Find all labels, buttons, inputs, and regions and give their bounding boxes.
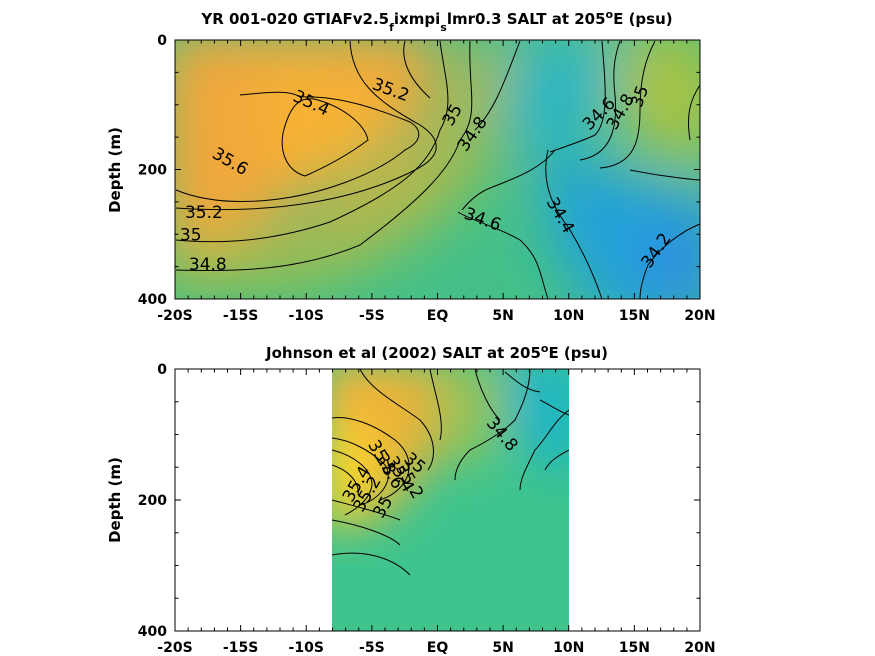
- x-tick-label: -15S: [223, 640, 258, 656]
- x-tick-label: -5S: [359, 308, 385, 324]
- contour-35-right-b: [629, 169, 701, 181]
- x-tick-label: -20S: [157, 308, 192, 324]
- contour-35.6: [281, 98, 369, 177]
- y-tick-label: 200: [138, 163, 167, 179]
- b-contour-8: [332, 552, 411, 576]
- x-tick-label: -10S: [289, 640, 324, 656]
- x-tick-label: 5N: [492, 308, 513, 324]
- b-contour-10: [474, 369, 501, 421]
- b-contour-11: [454, 369, 531, 481]
- x-tick-label: -10S: [289, 308, 324, 324]
- contour-34.8: [175, 40, 473, 272]
- x-tick-label: -20S: [157, 640, 192, 656]
- x-tick-label: EQ: [427, 640, 449, 656]
- b-contour-6: [332, 499, 401, 521]
- contour-label: 34.8: [189, 255, 227, 275]
- contour-34.8-b: [474, 40, 521, 131]
- b-contour-4: [332, 449, 373, 516]
- y-tick-label: 0: [157, 362, 167, 378]
- b-contour-13: [544, 449, 569, 471]
- bottom-panel: Johnson et al (2002) SALT at 205oE (psu): [106, 342, 716, 656]
- contour-right-edge: [687, 84, 701, 141]
- top-y-axis-label: Depth (m): [106, 127, 124, 213]
- x-tick-label: 10N: [553, 640, 584, 656]
- contour-34.4: [545, 149, 603, 300]
- bottom-title: Johnson et al (2002) SALT at 205oE (psu): [265, 342, 608, 362]
- contour-34.2: [639, 223, 701, 300]
- top-field: [175, 40, 700, 299]
- contour-label: 35.2: [185, 203, 223, 223]
- contour-34.8-right: [579, 40, 621, 161]
- x-tick-label: 20N: [684, 640, 715, 656]
- x-tick-label: -15S: [223, 308, 258, 324]
- bottom-contours: [332, 369, 569, 576]
- contour-35: [175, 40, 449, 243]
- x-tick-label: 20N: [684, 308, 715, 324]
- b-contour-3: [332, 437, 389, 506]
- x-tick-label: 5N: [492, 640, 513, 656]
- x-tick-label: 15N: [619, 308, 650, 324]
- x-tick-label: 15N: [619, 640, 650, 656]
- y-tick-label: 0: [157, 33, 167, 49]
- b-contour-9: [429, 369, 442, 441]
- contour-label: 35: [180, 226, 202, 246]
- y-tick-label: 400: [138, 624, 167, 640]
- contour-35.2-b: [403, 40, 431, 99]
- x-tick-label: 10N: [553, 308, 584, 324]
- b-contour-15: [539, 399, 569, 416]
- contour-35-right: [599, 40, 656, 169]
- b-contour-12: [519, 409, 569, 491]
- top-title: YR 001-020 GTIAFv2.5fixmpislmr0.3 SALT a…: [200, 8, 672, 34]
- top-contours: [175, 40, 701, 300]
- contour-35.4-upper: [239, 91, 301, 98]
- contour-35.4: [175, 96, 420, 202]
- contour-34.6-low: [457, 211, 549, 300]
- top-panel: YR 001-020 GTIAFv2.5fixmpislmr0.3 SALT a…: [106, 8, 716, 324]
- contour-34.6-mid: [461, 149, 556, 211]
- bottom-x-ticks: -20S -15S -10S -5S EQ 5N 10N 15N 20N: [157, 369, 716, 656]
- bottom-y-ticks: 0 200 400: [138, 362, 700, 640]
- x-tick-label: EQ: [427, 308, 449, 324]
- y-tick-label: 400: [138, 292, 167, 308]
- top-x-ticks: -20S -15S -10S -5S EQ 5N 10N 15N 20N: [157, 40, 716, 324]
- b-contour-2: [332, 416, 410, 501]
- b-contour-14: [504, 371, 541, 393]
- x-tick-label: -5S: [359, 640, 385, 656]
- y-tick-label: 200: [138, 493, 167, 509]
- b-contour-7: [332, 519, 401, 546]
- b-contour-1: [359, 369, 434, 471]
- b-contour-5: [332, 464, 359, 496]
- top-y-ticks: 0 200 400: [138, 33, 700, 308]
- contour-35.2-a: [175, 40, 437, 211]
- contour-34.6-right: [549, 40, 606, 153]
- bottom-y-axis-label: Depth (m): [106, 457, 124, 543]
